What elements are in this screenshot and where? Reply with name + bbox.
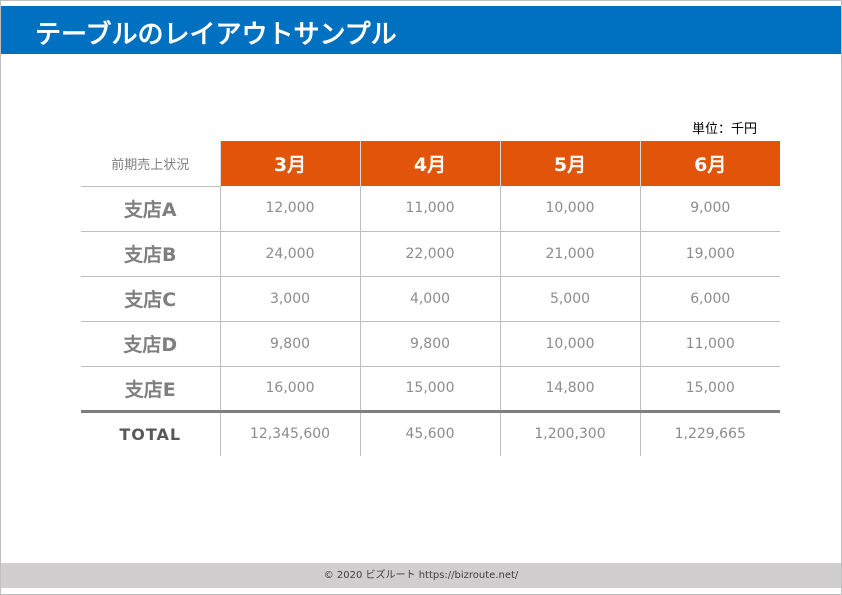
row-label: TOTAL xyxy=(119,424,182,444)
table-row: 支店C 3,000 4,000 5,000 6,000 xyxy=(81,276,780,322)
table-cell: 45,600 xyxy=(359,411,500,456)
table-cell: 15,000 xyxy=(639,366,780,413)
column-header: 3月 xyxy=(219,141,360,186)
row-label: 支店A xyxy=(81,186,220,232)
table-cell: 9,000 xyxy=(639,186,780,232)
corner-label: 前期売上状況 xyxy=(81,141,220,187)
table-cell: 15,000 xyxy=(359,366,500,413)
table-cell: 1,229,665 xyxy=(639,411,780,456)
table-row: 支店A 12,000 11,000 10,000 9,000 xyxy=(81,186,780,232)
table-cell: 16,000 xyxy=(219,366,360,413)
table-cell: 1,200,300 xyxy=(499,411,640,456)
table-cell: 10,000 xyxy=(499,186,640,232)
table-cell: 9,800 xyxy=(219,321,360,367)
row-label: 支店B xyxy=(81,231,220,277)
table-cell: 6,000 xyxy=(639,276,780,322)
page-title: テーブルのレイアウトサンプル xyxy=(35,20,397,50)
column-header: 6月 xyxy=(639,141,780,186)
column-header: 4月 xyxy=(359,141,500,186)
table-cell: 12,345,600 xyxy=(219,411,360,456)
sales-table: 前期売上状況 3月 4月 5月 6月 支店A 12,000 11,000 10,000 9,0… xyxy=(81,141,780,456)
table-cell: 11,000 xyxy=(639,321,780,367)
row-label: 支店D xyxy=(81,321,220,367)
column-header: 5月 xyxy=(499,141,640,186)
table-row: 支店B 24,000 22,000 21,000 19,000 xyxy=(81,231,780,277)
table-cell: 22,000 xyxy=(359,231,500,277)
title-bar: テーブルのレイアウトサンプル xyxy=(1,6,841,54)
table-header-row: 前期売上状況 3月 4月 5月 6月 xyxy=(81,141,780,187)
table-cell: 11,000 xyxy=(359,186,500,232)
table-row: 支店E 16,000 15,000 14,800 15,000 xyxy=(81,366,780,413)
total-row: TOTAL 12,345,600 45,600 1,200,300 1,229,665 xyxy=(81,411,780,456)
table-cell: 24,000 xyxy=(219,231,360,277)
table-cell: 14,800 xyxy=(499,366,640,413)
footer: © 2020 ビズルート https://bizroute.net/ xyxy=(1,563,841,588)
table-cell: 5,000 xyxy=(499,276,640,322)
table-row: 支店D 9,800 9,800 10,000 11,000 xyxy=(81,321,780,367)
table-cell: 4,000 xyxy=(359,276,500,322)
row-label: 支店C xyxy=(81,276,220,322)
table-cell: 19,000 xyxy=(639,231,780,277)
table-cell: 21,000 xyxy=(499,231,640,277)
copyright-text: © 2020 ビズルート https://bizroute.net/ xyxy=(323,570,519,581)
table-cell: 12,000 xyxy=(219,186,360,232)
table-cell: 9,800 xyxy=(359,321,500,367)
row-label: 支店E xyxy=(81,366,220,413)
table-cell: 3,000 xyxy=(219,276,360,322)
unit-label: 単位：千円 xyxy=(692,122,758,137)
table-cell: 10,000 xyxy=(499,321,640,367)
